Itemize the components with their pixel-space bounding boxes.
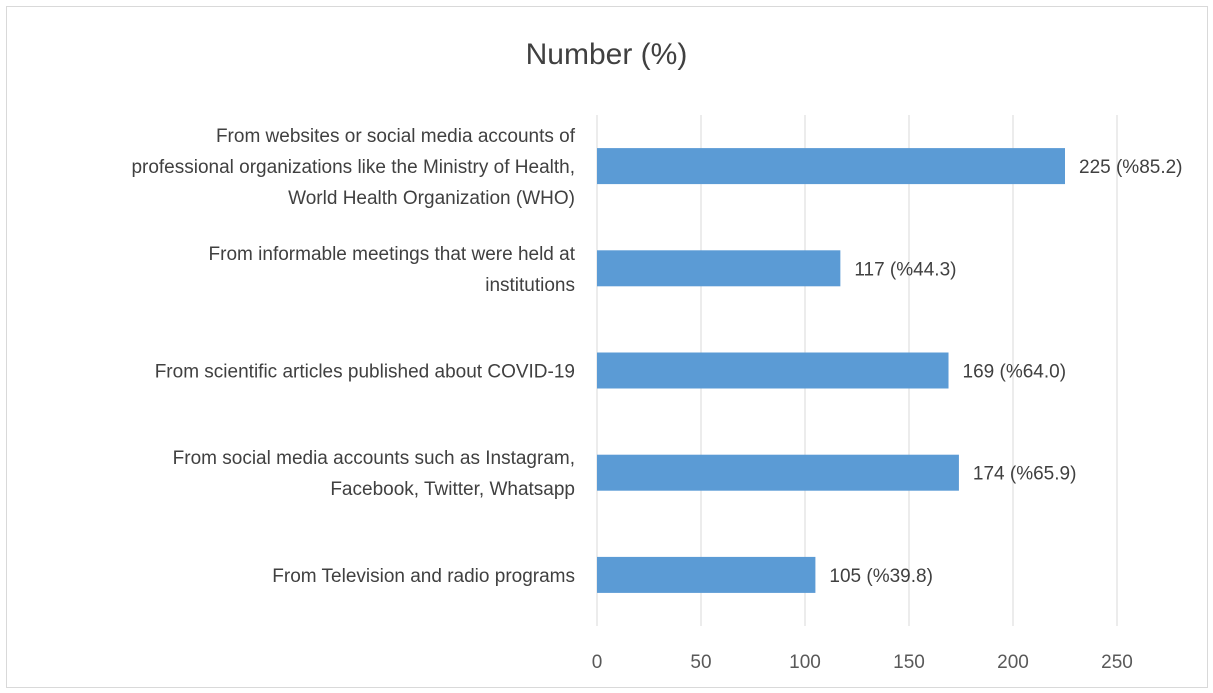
category-label-line: From informable meetings that were held … xyxy=(209,244,576,265)
chart-title: Number (%) xyxy=(525,38,688,71)
bar xyxy=(597,556,816,593)
category-label-line: Facebook, Twitter, Whatsapp xyxy=(330,479,575,500)
category-label: From social media accounts such as Insta… xyxy=(173,448,575,500)
data-label: 117 (%44.3) xyxy=(854,259,956,280)
category-label: From Television and radio programs xyxy=(272,566,575,587)
category-label-line: World Health Organization (WHO) xyxy=(288,188,575,209)
data-label: 105 (%39.8) xyxy=(829,566,933,587)
x-tick-label: 100 xyxy=(789,652,821,673)
x-tick-label: 250 xyxy=(1101,652,1133,673)
category-label-line: institutions xyxy=(485,275,575,296)
x-tick-label: 50 xyxy=(690,652,711,673)
category-label: From informable meetings that were held … xyxy=(209,244,576,296)
x-tick-label: 0 xyxy=(592,652,603,673)
bar xyxy=(597,352,949,389)
bar xyxy=(597,148,1065,185)
data-labels: 225 (%85.2) 117 (%44.3) 169 (%64.0) 174 (%6… xyxy=(829,157,1182,587)
data-label: 169 (%64.0) xyxy=(963,362,1067,383)
bar xyxy=(597,454,959,491)
bar xyxy=(597,250,841,287)
bars xyxy=(597,148,1065,593)
data-label: 174 (%65.9) xyxy=(973,464,1077,485)
category-label-line: From social media accounts such as Insta… xyxy=(173,448,575,469)
x-tick-labels: 0 50 100 150 200 250 xyxy=(592,652,1133,673)
category-label-line: professional organizations like the Mini… xyxy=(131,157,575,178)
category-labels: From websites or social media accounts o… xyxy=(131,126,575,587)
category-label-line: From Television and radio programs xyxy=(272,566,575,587)
chart-frame xyxy=(6,6,1208,688)
x-tick-label: 200 xyxy=(997,652,1029,673)
category-label: From scientific articles published about… xyxy=(155,362,575,383)
x-tick-label: 150 xyxy=(893,652,925,673)
category-label-line: From websites or social media accounts o… xyxy=(216,126,576,147)
category-label: From websites or social media accounts o… xyxy=(131,126,575,209)
category-label-line: From scientific articles published about… xyxy=(155,362,575,383)
data-label: 225 (%85.2) xyxy=(1079,157,1183,178)
gridlines xyxy=(596,115,1118,626)
